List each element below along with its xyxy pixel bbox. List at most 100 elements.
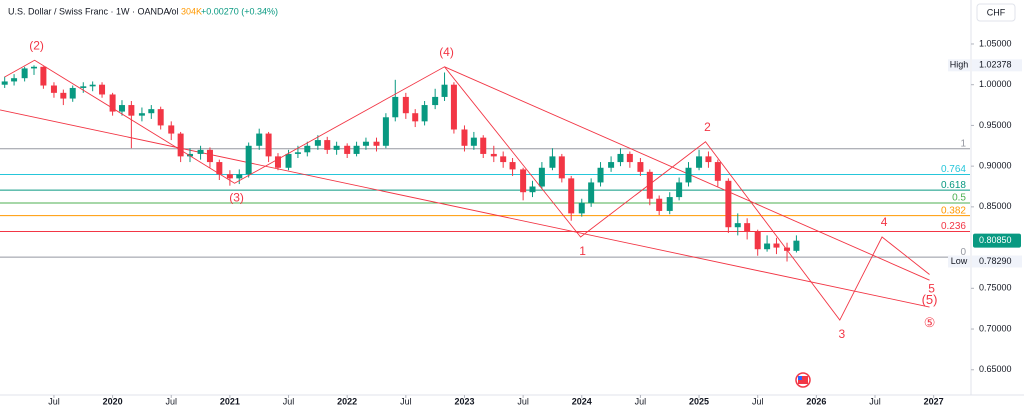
candle-body — [128, 105, 135, 116]
x-tick-label: Jul — [48, 396, 60, 406]
candle-body — [392, 96, 399, 118]
candle-body — [626, 153, 633, 163]
candle-body — [500, 156, 507, 163]
candle-body — [685, 167, 692, 183]
currency[interactable]: CHF — [987, 7, 1006, 17]
x-tick-label: 2025 — [689, 396, 709, 406]
wave-annotation: ⑤ — [924, 315, 936, 330]
flag-icon[interactable] — [795, 372, 811, 388]
fib-label: 0.5 — [952, 193, 966, 204]
candle-body — [509, 162, 516, 170]
candles — [1, 65, 800, 262]
candle-body — [60, 92, 67, 99]
x-tick-label: Jul — [752, 396, 764, 406]
fib-label: 0.236 — [941, 221, 966, 232]
candle-body — [412, 113, 419, 122]
candle-body — [118, 105, 125, 112]
y-tick-label: 1.05000 — [979, 38, 1012, 48]
candle-body — [646, 171, 653, 199]
volume-value: 304K — [181, 6, 202, 16]
candle-body — [744, 223, 751, 232]
candle-body — [1, 81, 8, 85]
candle-body — [432, 96, 439, 106]
currency-box[interactable] — [976, 3, 1016, 22]
y-tick-label: 0.70000 — [979, 323, 1012, 333]
candle-body — [725, 180, 732, 228]
low-value: 0.78290 — [979, 256, 1012, 266]
wave-label: (3) — [229, 190, 244, 204]
candle-body — [402, 96, 409, 114]
candle-body — [793, 240, 800, 251]
candle-body — [784, 247, 791, 251]
candle-body — [138, 113, 145, 116]
candle-body — [597, 167, 604, 183]
candle-body — [696, 156, 703, 168]
candle-body — [80, 86, 87, 88]
candle-body — [421, 105, 428, 122]
candle-body — [520, 169, 527, 193]
candle-body — [333, 145, 340, 150]
last-price-box — [973, 233, 1021, 248]
fib-label: 0.382 — [941, 205, 966, 216]
candle-body — [40, 66, 47, 86]
candle-body — [324, 140, 331, 150]
candle-body — [666, 197, 673, 211]
low-value-box — [972, 255, 1022, 268]
candle-body — [529, 186, 536, 193]
candle-body — [177, 133, 184, 157]
wave-label: (2) — [29, 38, 44, 52]
wave-label: 5 — [928, 282, 935, 296]
candle-body — [89, 84, 96, 87]
y-tick-label: 0.85000 — [979, 201, 1012, 211]
y-tick-label: 1.00000 — [979, 79, 1012, 89]
x-tick-label: Jul — [165, 396, 177, 406]
wave-label: (4) — [439, 45, 454, 59]
candle-body — [11, 78, 18, 82]
fib-label: 0.618 — [941, 180, 966, 191]
candle-body — [265, 133, 272, 157]
candle-body — [450, 84, 457, 130]
x-tick-label: 2020 — [103, 396, 123, 406]
wave-label: 4 — [881, 215, 888, 229]
fib-label: 0.764 — [941, 164, 966, 175]
candle-body — [245, 145, 252, 175]
candle-body — [206, 149, 213, 163]
candle-body — [157, 109, 164, 126]
volume-label: Vol — [166, 6, 179, 16]
candle-body — [656, 198, 663, 211]
candle-body — [344, 145, 351, 154]
candle-body — [480, 137, 487, 154]
x-tick-label: 2022 — [337, 396, 357, 406]
candle-body — [588, 182, 595, 203]
candle-body — [50, 85, 57, 93]
candle-body — [187, 153, 194, 157]
candle-body — [461, 129, 468, 146]
y-tick-label: 0.65000 — [979, 364, 1012, 374]
candle-body — [568, 178, 575, 214]
candle-body — [353, 145, 360, 154]
candle-body — [256, 133, 263, 146]
candle-body — [558, 156, 565, 179]
candle-body — [21, 68, 28, 79]
x-tick-label: 2024 — [572, 396, 592, 406]
wave-path — [4, 59, 930, 321]
candle-body — [226, 174, 233, 179]
candle-body — [676, 182, 683, 198]
candle-body — [578, 202, 585, 214]
candle-body — [608, 162, 615, 168]
candle-body — [99, 84, 106, 95]
candle-body — [470, 137, 477, 146]
x-tick-label: 2027 — [924, 396, 944, 406]
fib-label: 0 — [960, 247, 966, 258]
candle-body — [538, 167, 545, 187]
candle-body — [705, 156, 712, 163]
x-tick-label: Jul — [517, 396, 529, 406]
high-tag: High — [950, 60, 969, 70]
candle-body — [617, 153, 624, 163]
candle-body — [197, 149, 204, 154]
high-tag-box — [948, 59, 970, 72]
y-tick-label: 0.95000 — [979, 120, 1012, 130]
